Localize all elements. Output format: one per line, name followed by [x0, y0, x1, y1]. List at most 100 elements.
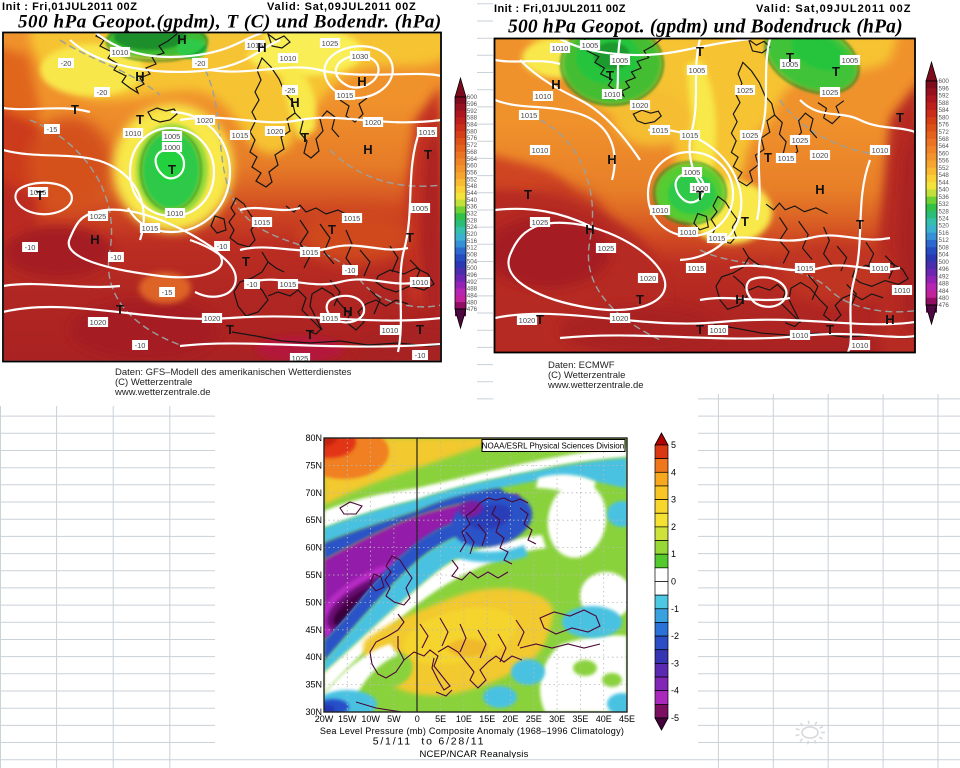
svg-text:512: 512 [939, 237, 950, 244]
svg-text:H: H [290, 95, 299, 110]
svg-text:-20: -20 [61, 59, 72, 68]
svg-text:-15: -15 [162, 288, 173, 297]
svg-text:1020: 1020 [612, 314, 629, 323]
svg-text:576: 576 [939, 122, 950, 129]
svg-text:540: 540 [467, 197, 477, 204]
svg-text:T: T [71, 102, 79, 117]
svg-text:508: 508 [939, 244, 950, 251]
svg-text:1010: 1010 [872, 146, 889, 155]
svg-text:45N: 45N [305, 625, 322, 635]
svg-text:T: T [242, 254, 250, 269]
svg-text:Sea Level Pressure (mb) Compos: Sea Level Pressure (mb) Composite Anomal… [320, 726, 624, 736]
svg-text:1010: 1010 [680, 228, 697, 237]
svg-text:H: H [257, 40, 266, 55]
svg-text:T: T [636, 292, 644, 307]
svg-text:H: H [357, 74, 366, 89]
svg-text:15W: 15W [338, 714, 357, 724]
svg-text:T: T [741, 214, 749, 229]
svg-text:40N: 40N [305, 652, 322, 662]
svg-text:492: 492 [939, 273, 950, 280]
svg-text:1025: 1025 [737, 86, 754, 95]
svg-text:488: 488 [467, 286, 477, 293]
svg-text:596: 596 [467, 101, 477, 108]
svg-text:H: H [735, 292, 744, 307]
svg-text:-10: -10 [111, 253, 122, 262]
svg-text:1: 1 [671, 549, 676, 559]
svg-text:500 hPa Geopot.(gpdm), T (C) u: 500 hPa Geopot.(gpdm), T (C) und Bodendr… [18, 12, 442, 33]
svg-text:-4: -4 [671, 686, 679, 696]
svg-text:496: 496 [467, 272, 477, 279]
svg-text:T: T [524, 187, 532, 202]
svg-text:504: 504 [467, 258, 477, 265]
svg-text:T: T [696, 322, 704, 337]
svg-text:20W: 20W [315, 714, 334, 724]
svg-text:65N: 65N [305, 515, 322, 525]
svg-text:592: 592 [467, 108, 477, 115]
svg-text:70N: 70N [305, 488, 322, 498]
svg-text:524: 524 [939, 215, 950, 222]
svg-text:-20: -20 [97, 88, 108, 97]
svg-text:516: 516 [467, 238, 477, 245]
svg-text:T: T [786, 50, 794, 65]
svg-text:1025: 1025 [598, 244, 615, 253]
svg-text:528: 528 [939, 208, 950, 215]
svg-text:55N: 55N [305, 570, 322, 580]
svg-text:1010: 1010 [535, 92, 552, 101]
svg-text:1015: 1015 [688, 264, 705, 273]
svg-text:T: T [826, 322, 834, 337]
svg-text:10E: 10E [456, 714, 472, 724]
svg-text:476: 476 [939, 302, 950, 309]
svg-text:Daten: GFS–Modell des amerikan: Daten: GFS–Modell des amerikanischen Wet… [115, 367, 352, 378]
svg-text:35N: 35N [305, 680, 322, 690]
svg-text:www.wetterzentrale.de: www.wetterzentrale.de [547, 380, 644, 391]
svg-text:560: 560 [939, 150, 950, 157]
svg-text:1010: 1010 [382, 326, 399, 335]
svg-text:T: T [416, 322, 424, 337]
svg-text:75N: 75N [305, 460, 322, 470]
svg-text:524: 524 [467, 224, 477, 231]
svg-text:T: T [606, 68, 614, 83]
svg-text:1015: 1015 [280, 280, 297, 289]
svg-text:504: 504 [939, 252, 950, 259]
svg-text:Init : Fri,01JUL2011 00Z: Init : Fri,01JUL2011 00Z [2, 1, 137, 13]
svg-text:584: 584 [467, 122, 477, 129]
svg-text:Valid: Sat,09JUL2011 00Z: Valid: Sat,09JUL2011 00Z [267, 1, 416, 13]
svg-text:H: H [135, 69, 144, 84]
svg-text:-10: -10 [247, 280, 258, 289]
svg-text:T: T [696, 44, 704, 59]
svg-text:564: 564 [939, 143, 950, 150]
svg-text:1010: 1010 [872, 264, 889, 273]
svg-text:484: 484 [467, 293, 477, 300]
svg-text:40E: 40E [596, 714, 612, 724]
svg-text:H: H [90, 232, 99, 247]
svg-text:1000: 1000 [692, 184, 709, 193]
svg-text:600: 600 [939, 78, 950, 85]
svg-text:-2: -2 [671, 631, 679, 641]
svg-text:30N: 30N [305, 707, 322, 717]
svg-text:596: 596 [939, 85, 950, 92]
svg-text:T: T [168, 162, 176, 177]
svg-text:T: T [424, 147, 432, 162]
svg-text:1005: 1005 [782, 60, 799, 69]
svg-text:576: 576 [467, 135, 477, 142]
svg-text:T: T [896, 110, 904, 125]
svg-text:T: T [696, 188, 704, 203]
svg-text:548: 548 [939, 172, 950, 179]
svg-text:T: T [406, 230, 414, 245]
svg-text:1010: 1010 [112, 48, 129, 57]
svg-text:5W: 5W [387, 714, 401, 724]
svg-text:50N: 50N [305, 597, 322, 607]
svg-text:Valid: Sat,09JUL2011 00Z: Valid: Sat,09JUL2011 00Z [756, 3, 911, 15]
svg-text:H: H [815, 182, 824, 197]
svg-text:-25: -25 [285, 86, 296, 95]
svg-text:1015: 1015 [521, 111, 538, 120]
svg-text:492: 492 [467, 279, 477, 286]
svg-text:(C) Wetterzentrale: (C) Wetterzentrale [548, 370, 625, 381]
svg-text:Init : Fri,01JUL2011 00Z: Init : Fri,01JUL2011 00Z [494, 3, 626, 15]
svg-text:1010: 1010 [852, 341, 869, 350]
svg-text:1025: 1025 [90, 212, 107, 221]
svg-text:0: 0 [671, 577, 676, 587]
svg-text:1025: 1025 [322, 39, 339, 48]
svg-text:1015: 1015 [419, 128, 436, 137]
svg-text:488: 488 [939, 281, 950, 288]
